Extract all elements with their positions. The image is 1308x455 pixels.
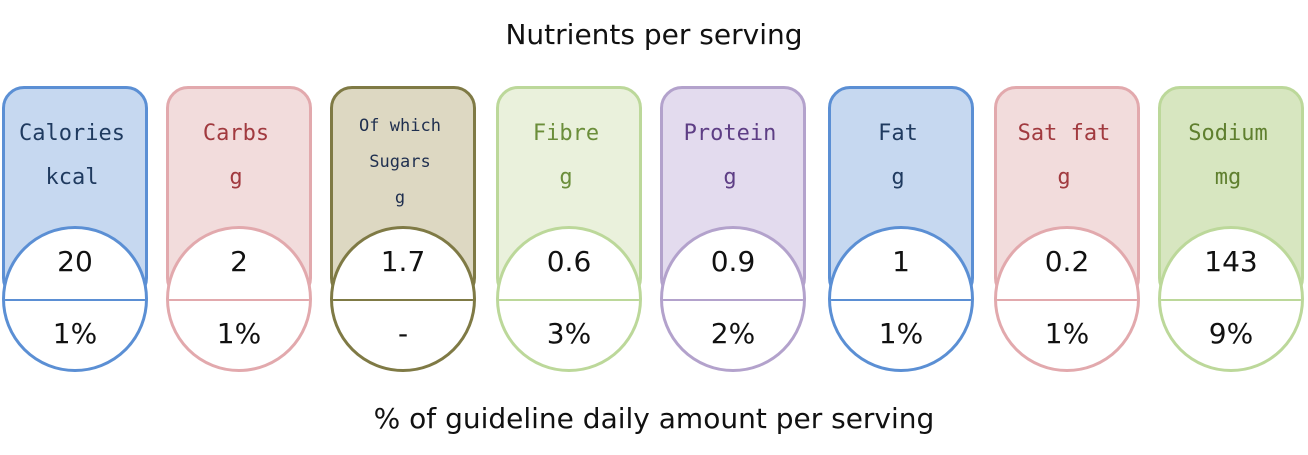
nutrient-disc: 1.7 - — [330, 226, 476, 372]
nutrient-disc: 20 1% — [2, 226, 148, 372]
nutrient-value: 143 — [1204, 245, 1258, 278]
nutrient-divider — [499, 299, 639, 301]
nutrient-name: Of which — [359, 116, 441, 136]
nutrient-disc: 2 1% — [166, 226, 312, 372]
nutrient-label: Sat fat g — [994, 112, 1134, 200]
nutrient-value: 1.7 — [380, 245, 426, 278]
nutrient-name-line2: Sugars — [369, 152, 431, 172]
nutrient-label: Carbs g — [166, 112, 306, 200]
nutrient-unit: g — [891, 165, 905, 190]
nutrient-badge-sugars: Of which Sugars g 1.7 - — [330, 86, 476, 372]
nutrient-name: Calories — [19, 121, 125, 146]
nutrient-divider — [333, 299, 473, 301]
nutrient-badge-carbs: Carbs g 2 1% — [166, 86, 312, 372]
nutrient-unit: g — [229, 165, 243, 190]
footer-note: % of guideline daily amount per serving — [373, 402, 935, 435]
nutrient-unit: kcal — [45, 165, 99, 190]
nutrient-label: Fat g — [828, 112, 968, 200]
nutrient-name: Fat — [878, 121, 918, 146]
nutrient-label: Calories kcal — [2, 112, 142, 200]
nutrient-label: Of which Sugars g — [330, 108, 470, 216]
nutrient-divider — [5, 299, 145, 301]
nutrient-percent: 1% — [216, 317, 262, 350]
nutrient-badge-fat: Fat g 1 1% — [828, 86, 974, 372]
nutrient-unit: mg — [1214, 165, 1242, 190]
nutrient-label: Protein g — [660, 112, 800, 200]
nutrient-badge-calories: Calories kcal 20 1% — [2, 86, 148, 372]
nutrient-unit: g — [559, 165, 573, 190]
nutrient-unit: g — [1057, 165, 1071, 190]
nutrient-disc: 0.6 3% — [496, 226, 642, 372]
nutrient-value: 2 — [230, 245, 248, 278]
nutrient-value: 0.9 — [710, 245, 756, 278]
nutrient-unit: g — [723, 165, 737, 190]
nutrient-name: Protein — [683, 121, 777, 146]
nutrient-disc: 1 1% — [828, 226, 974, 372]
nutrient-name: Carbs — [202, 121, 270, 146]
nutrient-badge-protein: Protein g 0.9 2% — [660, 86, 806, 372]
nutrient-percent: - — [397, 317, 409, 350]
nutrient-badge-fibre: Fibre g 0.6 3% — [496, 86, 642, 372]
nutrient-value: 20 — [57, 245, 93, 278]
nutrient-percent: 1% — [52, 317, 98, 350]
nutrient-divider — [1161, 299, 1301, 301]
nutrient-badge-sodium: Sodium mg 143 9% — [1158, 86, 1304, 372]
nutrient-name: Sodium — [1188, 121, 1268, 146]
nutrient-value: 0.2 — [1044, 245, 1090, 278]
nutrient-divider — [169, 299, 309, 301]
nutrient-percent: 1% — [1044, 317, 1090, 350]
nutrient-badge-sat-fat: Sat fat g 0.2 1% — [994, 86, 1140, 372]
page-title: Nutrients per serving — [505, 18, 803, 51]
nutrient-percent: 2% — [710, 317, 756, 350]
nutrient-value: 1 — [892, 245, 910, 278]
nutrient-unit: g — [394, 188, 406, 208]
nutrient-label: Sodium mg — [1158, 112, 1298, 200]
nutrient-percent: 1% — [878, 317, 924, 350]
nutrient-label: Fibre g — [496, 112, 636, 200]
nutrient-value: 0.6 — [546, 245, 592, 278]
nutrient-divider — [663, 299, 803, 301]
nutrient-disc: 143 9% — [1158, 226, 1304, 372]
nutrient-divider — [831, 299, 971, 301]
nutrient-divider — [997, 299, 1137, 301]
nutrient-disc: 0.9 2% — [660, 226, 806, 372]
nutrient-percent: 9% — [1208, 317, 1254, 350]
nutrient-name: Sat fat — [1017, 121, 1111, 146]
nutrient-disc: 0.2 1% — [994, 226, 1140, 372]
nutrient-name: Fibre — [532, 121, 600, 146]
nutrient-percent: 3% — [546, 317, 592, 350]
